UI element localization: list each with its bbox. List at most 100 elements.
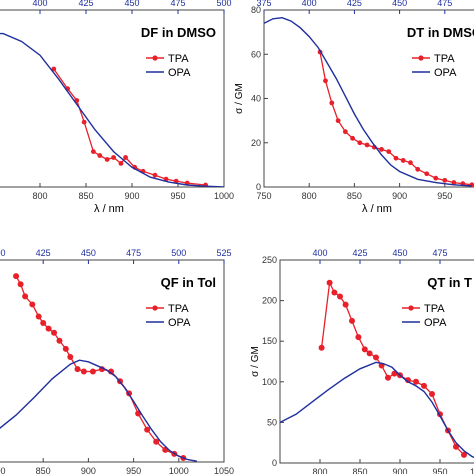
data-point-tpa [56, 337, 63, 344]
data-point-tpa [355, 334, 362, 341]
panel-title: DT in DMSO [407, 25, 474, 40]
top-tick-label: 475 [170, 0, 185, 8]
y-tick-label: 250 [262, 255, 277, 265]
data-point-tpa [51, 329, 58, 336]
data-point-tpa [364, 142, 370, 148]
top-tick-label: 500 [216, 0, 231, 8]
data-point-tpa [45, 325, 52, 332]
series-layer [0, 32, 224, 187]
top-tick-label: 425 [347, 0, 362, 8]
x-tick-label: 950 [170, 191, 185, 201]
y-axis-label: σ / GM [234, 83, 245, 114]
y-tick-label: 40 [251, 94, 261, 104]
legend-label-tpa: TPA [424, 303, 445, 315]
series-line-tpa [320, 280, 465, 456]
data-point-tpa [342, 129, 348, 135]
data-point-tpa [391, 370, 398, 377]
panel-title: QF in Tol [161, 275, 216, 290]
top-tick-label: 525 [216, 248, 231, 258]
data-point-tpa [461, 451, 467, 458]
x-tick-label: 1000 [169, 466, 189, 474]
data-point-tpa [350, 135, 355, 141]
data-point-tpa [111, 155, 116, 160]
data-point-tpa [361, 346, 368, 353]
data-point-tpa [67, 353, 74, 360]
x-tick-label: 900 [81, 466, 96, 474]
data-point-tpa [442, 177, 448, 183]
data-point-tpa [118, 161, 124, 166]
data-point-tpa [22, 293, 29, 300]
plot-frame [0, 9, 225, 188]
data-point-tpa [357, 140, 363, 146]
x-tick-label: 1000 [470, 467, 474, 474]
series-layer [0, 273, 198, 462]
series-layer [264, 16, 474, 187]
y-tick-label: 100 [262, 377, 277, 387]
data-point-tpa [13, 273, 20, 280]
legend-label-opa: OPA [434, 67, 457, 79]
data-point-tpa [405, 377, 411, 384]
panel-df: 800 850 900 950 1000 400 425 450 475 500 λ / nm DF … [0, 0, 234, 215]
top-tick-label: 400 [32, 0, 47, 8]
legend-label-tpa: TPA [168, 53, 189, 65]
y-tick-label: 50 [267, 417, 277, 427]
x-tick-label: 800 [312, 467, 327, 474]
top-tick-label: 425 [78, 0, 93, 8]
top-tick-label: 425 [36, 248, 51, 258]
data-point-tpa [349, 317, 355, 324]
data-point-tpa [40, 320, 47, 327]
series-line-opa [264, 16, 472, 187]
data-point-tpa [153, 438, 160, 445]
x-tick-label: 850 [78, 191, 93, 201]
panel-title: DF in DMSO [141, 25, 216, 40]
top-tick-label: 475 [126, 248, 141, 258]
data-point-tpa [429, 390, 435, 397]
legend-marker-tpa [408, 305, 414, 311]
data-point-tpa [326, 279, 333, 286]
data-point-tpa [342, 301, 349, 308]
x-tick-label: 750 [256, 191, 271, 201]
data-point-tpa [366, 350, 373, 357]
plot-frame [0, 259, 225, 463]
top-tick-label: 475 [432, 248, 447, 258]
data-point-tpa [323, 78, 328, 84]
data-point-tpa [335, 118, 341, 124]
x-tick-label: 950 [437, 191, 452, 201]
y-tick-label: 60 [251, 49, 261, 59]
data-point-tpa [62, 345, 69, 352]
x-tick-label: 900 [124, 191, 139, 201]
data-point-tpa [433, 175, 439, 181]
data-point-tpa [451, 180, 457, 185]
data-point-tpa [415, 166, 421, 172]
y-tick-label: 20 [251, 138, 261, 148]
top-tick-label: 400 [302, 0, 317, 8]
top-tick-label: 400 [0, 248, 6, 258]
y-tick-label: 0 [272, 458, 277, 468]
x-tick-label: 950 [126, 466, 141, 474]
y-axis-label: σ / GM [250, 346, 261, 377]
data-point-tpa [144, 426, 151, 433]
x-tick-label: 900 [392, 467, 407, 474]
top-tick-label: 450 [392, 248, 407, 258]
data-point-tpa [318, 344, 325, 351]
y-tick-label: 80 [251, 5, 261, 15]
panel-title: QT in T [427, 275, 472, 290]
data-point-tpa [385, 374, 391, 381]
series-line-opa [0, 32, 224, 187]
panel-dt: 750 800 850 900 950 375 400 425 450 475 0 20 40 60 80 λ… [234, 0, 474, 215]
series-line-opa [280, 361, 474, 459]
data-point-tpa [97, 153, 103, 158]
legend-label-tpa: TPA [434, 53, 455, 65]
legend-marker-tpa [152, 305, 158, 311]
data-point-tpa [81, 119, 87, 125]
panel-qf: 80085090095010001050400425450475500525λ … [0, 248, 234, 474]
x-tick-label: 850 [347, 191, 362, 201]
x-tick-label: 800 [32, 191, 47, 201]
top-tick-label: 425 [352, 248, 367, 258]
x-tick-label: 950 [432, 467, 447, 474]
series-line-tpa [53, 68, 206, 186]
series-layer [280, 279, 474, 459]
data-point-tpa [108, 368, 114, 375]
x-tick-label: 850 [352, 467, 367, 474]
data-point-tpa [453, 443, 459, 450]
